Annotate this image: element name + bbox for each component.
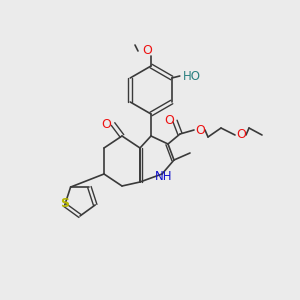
Text: O: O xyxy=(101,118,111,130)
Text: O: O xyxy=(236,128,246,142)
Text: O: O xyxy=(195,124,205,136)
Text: O: O xyxy=(142,44,152,58)
Text: HO: HO xyxy=(183,70,201,83)
Text: S: S xyxy=(60,197,69,210)
Text: NH: NH xyxy=(155,170,173,184)
Text: O: O xyxy=(164,115,174,128)
